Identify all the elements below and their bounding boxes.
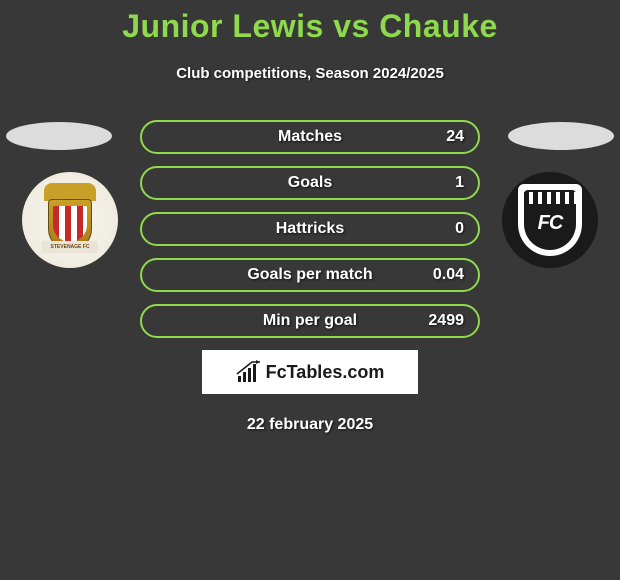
page-title: Junior Lewis vs Chauke — [0, 8, 620, 45]
brand-text: FcTables.com — [266, 362, 385, 383]
stat-value-right: 2499 — [428, 312, 464, 330]
content-area: STEVENAGE FC FC Matches 24 Goals 1 Hattricks… — [0, 120, 620, 434]
shield-icon: FC — [514, 180, 586, 260]
date-label: 22 february 2025 — [0, 416, 620, 434]
stat-row: Matches 24 — [140, 120, 480, 154]
player2-avatar-placeholder — [508, 122, 614, 150]
player1-avatar-placeholder — [6, 122, 112, 150]
stat-label: Hattricks — [276, 220, 344, 238]
header: Junior Lewis vs Chauke Club competitions… — [0, 0, 620, 82]
crest-icon: STEVENAGE FC — [40, 185, 100, 255]
stat-label: Min per goal — [263, 312, 357, 330]
player1-name: Junior Lewis — [122, 8, 324, 44]
stat-label: Matches — [278, 128, 342, 146]
player2-name: Chauke — [379, 8, 498, 44]
stat-row: Hattricks 0 — [140, 212, 480, 246]
subtitle: Club competitions, Season 2024/2025 — [0, 65, 620, 82]
player1-club-badge: STEVENAGE FC — [22, 172, 118, 268]
stat-row: Goals per match 0.04 — [140, 258, 480, 292]
player2-club-badge: FC — [502, 172, 598, 268]
stat-value-right: 1 — [455, 174, 464, 192]
stat-label: Goals per match — [247, 266, 372, 284]
brand-logo-box: FcTables.com — [202, 350, 418, 394]
stat-row: Min per goal 2499 — [140, 304, 480, 338]
chart-icon — [236, 360, 262, 384]
stat-row: Goals 1 — [140, 166, 480, 200]
vs-separator: vs — [333, 8, 370, 44]
stat-value-right: 24 — [446, 128, 464, 146]
stat-value-right: 0 — [455, 220, 464, 238]
stat-label: Goals — [288, 174, 332, 192]
stat-value-right: 0.04 — [433, 266, 464, 284]
